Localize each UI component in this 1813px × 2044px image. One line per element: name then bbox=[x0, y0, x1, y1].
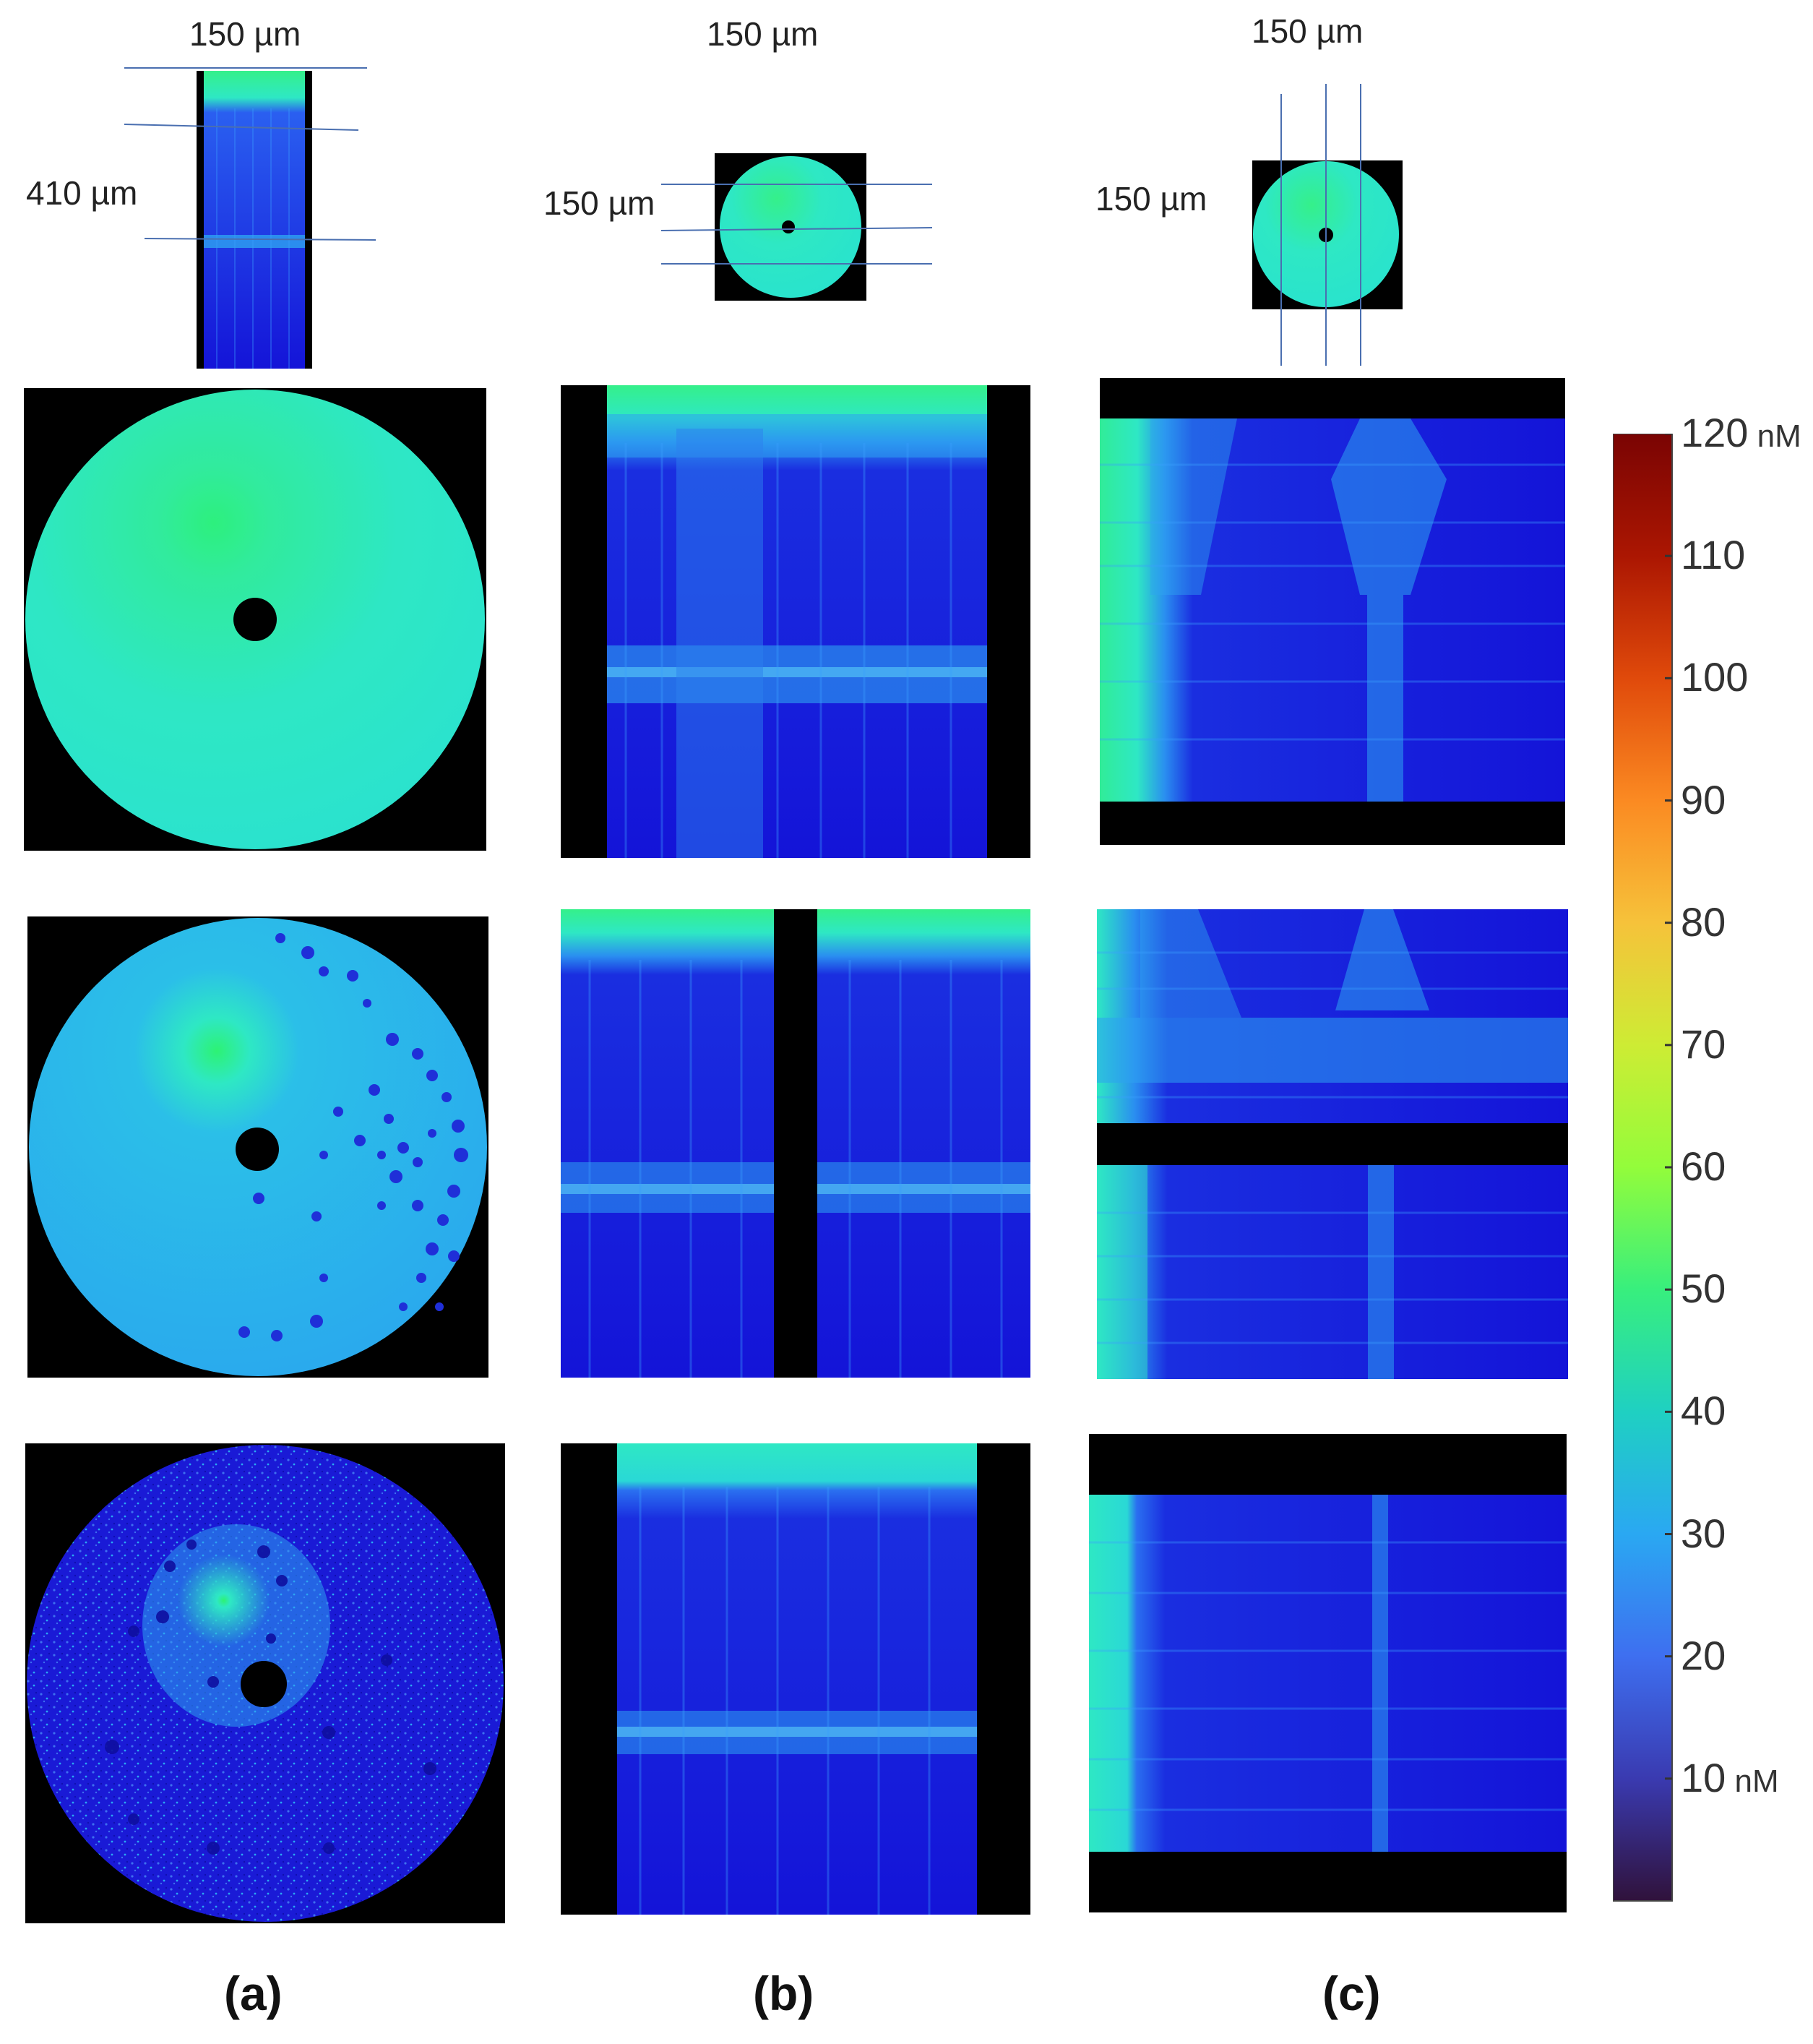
colorbar-tick-label: 100 bbox=[1681, 653, 1748, 700]
col-b-width-label: 150 µm bbox=[707, 15, 819, 53]
colorbar-tick-value: 120 bbox=[1681, 410, 1749, 455]
row3-b-horizontal-slice bbox=[561, 1443, 1030, 1915]
row2-b-horizontal-slice bbox=[561, 909, 1030, 1378]
caption-c: (c) bbox=[1322, 1967, 1381, 2020]
colorbar-tick-value: 30 bbox=[1681, 1510, 1726, 1556]
caption-a: (a) bbox=[224, 1967, 283, 2020]
column-c-top-thumbnail bbox=[1252, 84, 1403, 366]
row2-c-vertical-slice bbox=[1097, 909, 1568, 1379]
row2-a-disk-slice bbox=[27, 916, 488, 1378]
colorbar-tick-value: 70 bbox=[1681, 1021, 1726, 1067]
colorbar-tick-value: 80 bbox=[1681, 898, 1726, 945]
col-a-width-label: 150 µm bbox=[189, 15, 301, 53]
colorbar-tick-label: 70 bbox=[1681, 1021, 1726, 1068]
colorbar-tick-value: 110 bbox=[1681, 532, 1746, 578]
col-a-height-label: 410 µm bbox=[26, 174, 138, 212]
colorbar-tick-value: 90 bbox=[1681, 776, 1726, 823]
colorbar-tick-label: 50 bbox=[1681, 1265, 1726, 1312]
colorbar-tick-label: 110 bbox=[1681, 531, 1745, 578]
colorbar-tick-label: 120 nM bbox=[1681, 409, 1801, 456]
colorbar-tick-value: 40 bbox=[1681, 1388, 1726, 1434]
column-a-side-thumbnail bbox=[124, 67, 376, 369]
row3-a-disk-slice bbox=[25, 1443, 505, 1923]
colorbar-tick-label: 20 bbox=[1681, 1632, 1726, 1679]
colorbar-tick-label: 60 bbox=[1681, 1143, 1726, 1190]
colorbar-tick-value: 100 bbox=[1681, 654, 1749, 700]
colorbar-unit: nM bbox=[1726, 1763, 1779, 1799]
row3-c-vertical-slice bbox=[1089, 1434, 1567, 1912]
colorbar-unit: nM bbox=[1748, 418, 1801, 454]
col-b-height-label: 150 µm bbox=[543, 184, 655, 222]
colorbar-tick-value: 60 bbox=[1681, 1143, 1726, 1189]
col-c-height-label: 150 µm bbox=[1095, 180, 1207, 218]
colorbar-tick-value: 10 bbox=[1681, 1754, 1726, 1800]
row1-c-vertical-slice bbox=[1100, 378, 1565, 845]
colorbar-tick-value: 50 bbox=[1681, 1266, 1726, 1312]
col-c-width-label: 150 µm bbox=[1252, 12, 1364, 50]
colorbar bbox=[1613, 434, 1673, 1902]
column-b-top-thumbnail bbox=[660, 153, 933, 301]
row1-b-horizontal-slice bbox=[561, 385, 1030, 858]
colorbar-gradient bbox=[1613, 434, 1673, 1902]
colorbar-tick-value: 20 bbox=[1681, 1632, 1726, 1678]
colorbar-tick-label: 90 bbox=[1681, 776, 1726, 823]
colorbar-tick-label: 30 bbox=[1681, 1510, 1726, 1557]
colorbar-tick-label: 40 bbox=[1681, 1387, 1726, 1434]
caption-b: (b) bbox=[753, 1967, 814, 2020]
row1-a-disk-slice bbox=[24, 388, 486, 851]
colorbar-tick-label: 10 nM bbox=[1681, 1754, 1779, 1801]
colorbar-tick-label: 80 bbox=[1681, 898, 1726, 945]
